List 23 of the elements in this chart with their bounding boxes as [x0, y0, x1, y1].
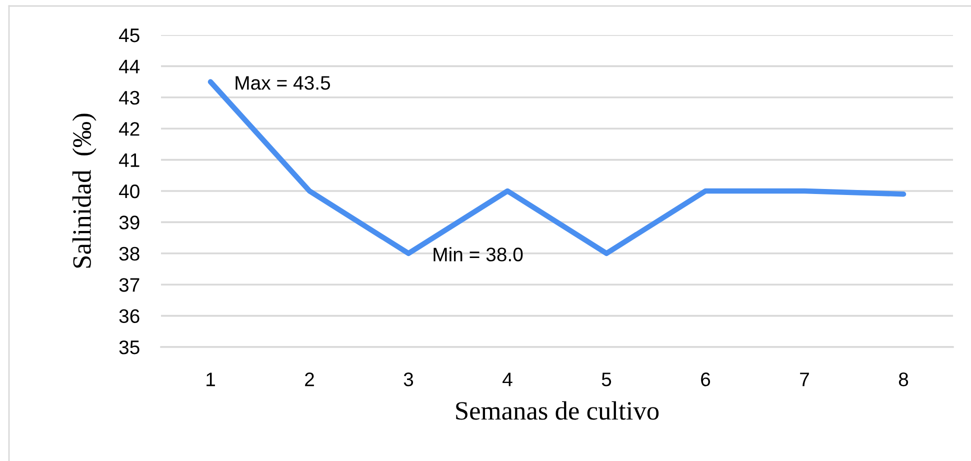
x-axis-title: Semanas de cultivo [456, 401, 659, 420]
y-tick-label: 42 [118, 122, 140, 136]
y-tick-label: 43 [118, 90, 140, 105]
y-tick-label: 39 [119, 216, 140, 230]
x-tick-label: 1 [206, 372, 215, 386]
y-tick-label: 40 [118, 184, 140, 198]
x-tick-label: 2 [305, 372, 314, 386]
y-tick-label: 41 [118, 153, 140, 167]
annotation: Min = 38.0 [434, 247, 523, 262]
annotation: Max = 43.5 [236, 76, 330, 90]
y-axis-title: Salinidad (‰) [72, 114, 96, 268]
y-tick-label: 44 [118, 60, 140, 74]
x-tick-label: 8 [898, 372, 908, 386]
y-tick-label: 45 [118, 28, 140, 42]
y-tick-label: 37 [119, 278, 140, 292]
y-tick-label: 36 [119, 309, 140, 324]
x-tick-label: 4 [502, 372, 512, 386]
y-tick-label: 38 [119, 246, 140, 261]
x-tick-label: 7 [800, 372, 809, 386]
x-tick-label: 6 [701, 372, 710, 386]
x-tick-label: 5 [602, 372, 612, 386]
x-tick-label: 3 [404, 372, 414, 386]
y-tick-label: 35 [119, 340, 140, 354]
